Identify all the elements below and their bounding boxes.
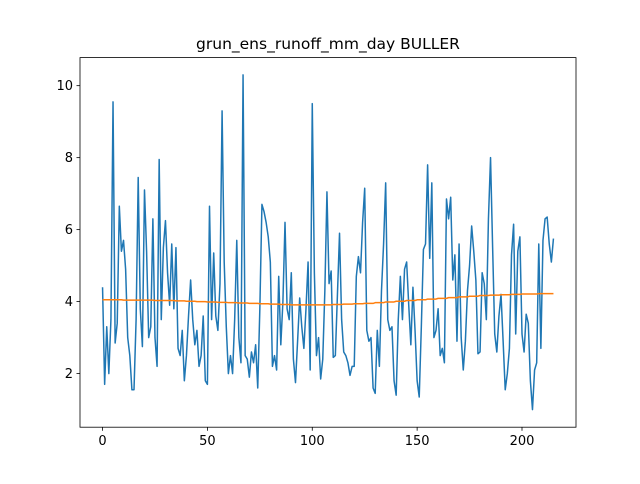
y-tick-label: 10 [56,79,73,94]
x-tick-label: 100 [300,434,325,449]
y-tick-label: 8 [65,151,73,166]
plot-frame [79,57,577,428]
y-tick-label: 2 [65,367,73,382]
chart-title: grun_ens_runoff_mm_day BULLER [196,35,460,54]
x-tick-label: 50 [199,434,216,449]
data-line [102,292,554,306]
data-line [101,74,555,411]
y-tick-label: 6 [65,223,73,238]
x-tick-label: 200 [510,434,535,449]
y-tick-label: 4 [65,295,73,310]
x-tick-label: 0 [98,434,106,449]
x-tick-label: 150 [405,434,430,449]
